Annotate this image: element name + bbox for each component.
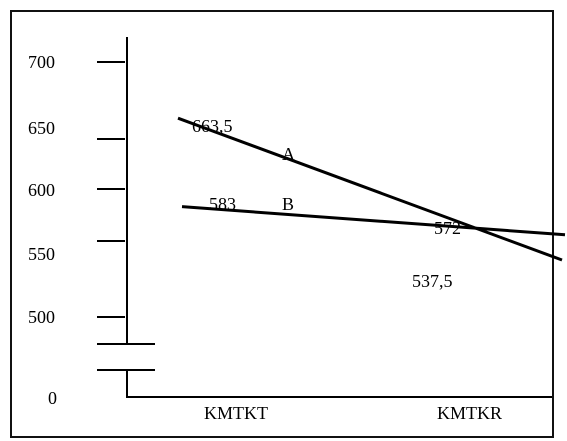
y-tick-label-650: 650 [28,118,55,138]
series-b-name-label: B [282,194,294,214]
y-tick-label-600: 600 [28,180,55,200]
series-line-b [181,205,566,237]
y-tick-label-550: 550 [28,244,55,264]
series-a-end-label: 537,5 [412,271,453,291]
y-tick-label-700: 700 [28,52,55,72]
y-tick-label-500: 500 [28,307,55,327]
x-label-kmtkt: KMTKT [204,403,268,423]
y-tick-label-0: 0 [48,388,57,408]
series-a-name-label: A [282,144,295,164]
series-line-a [177,116,563,262]
x-label-kmtkr: KMTKR [437,403,502,423]
intersection-label: 572 [434,218,461,238]
series-a-start-label: 663,5 [192,116,233,136]
series-b-start-label: 583 [209,194,236,214]
